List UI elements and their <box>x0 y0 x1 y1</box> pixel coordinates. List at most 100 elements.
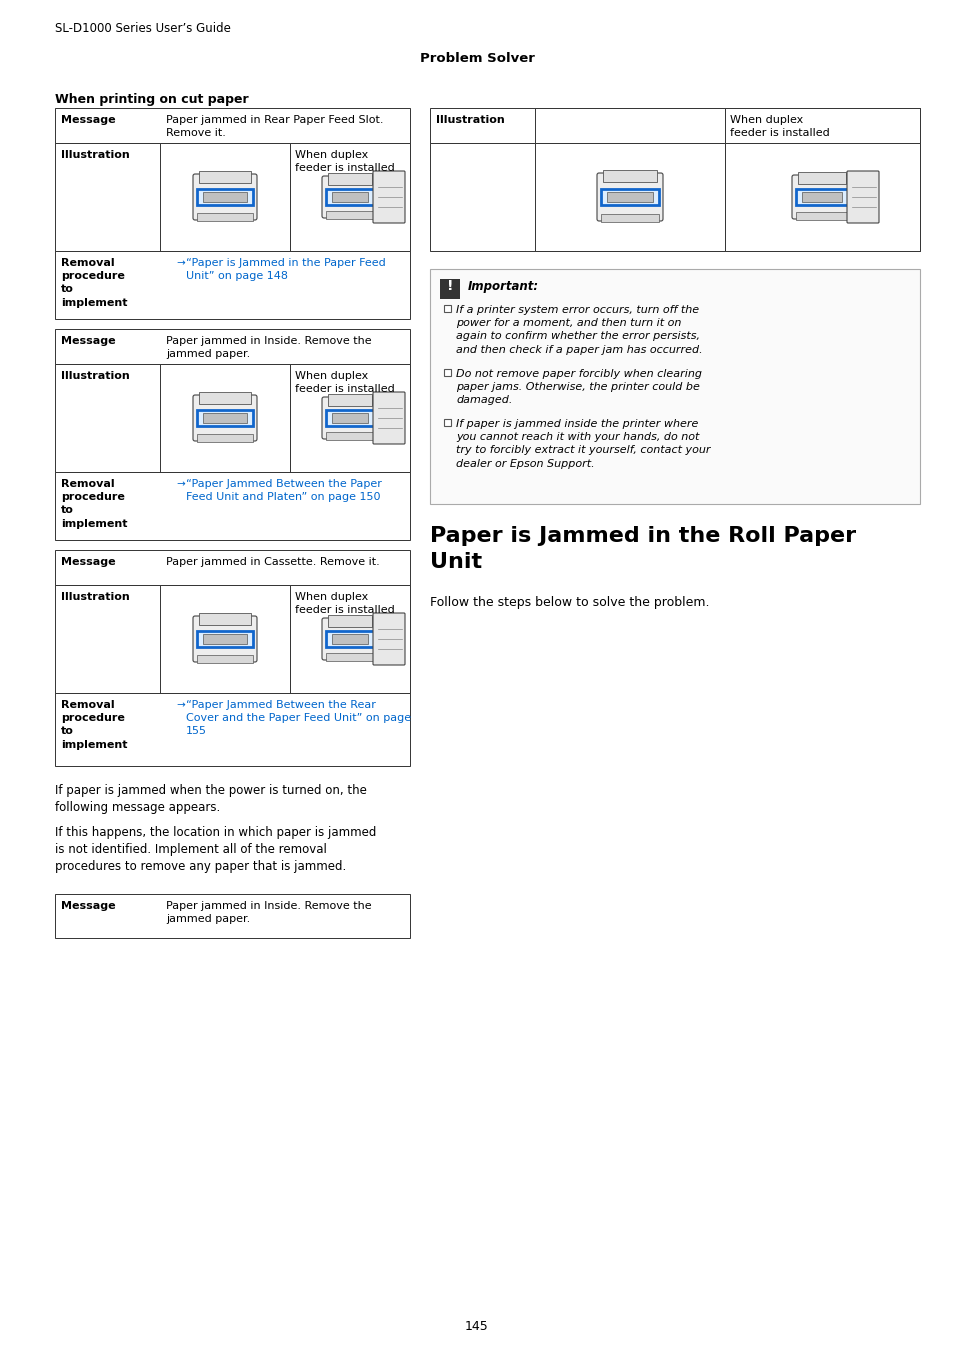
Text: If paper is jammed when the power is turned on, the
following message appears.: If paper is jammed when the power is tur… <box>55 784 367 814</box>
Text: →: → <box>175 258 185 269</box>
Text: Illustration: Illustration <box>61 593 130 602</box>
FancyBboxPatch shape <box>373 613 405 666</box>
Bar <box>328 394 372 406</box>
Text: If paper is jammed inside the printer where
you cannot reach it with your hands,: If paper is jammed inside the printer wh… <box>456 418 710 468</box>
Bar <box>602 170 657 182</box>
Bar <box>326 410 374 427</box>
Bar <box>55 585 410 693</box>
Text: Paper jammed in Inside. Remove the
jammed paper.: Paper jammed in Inside. Remove the jamme… <box>166 900 372 925</box>
Bar <box>439 279 459 298</box>
Bar <box>795 212 847 220</box>
Bar <box>196 410 253 427</box>
Text: “Paper Jammed Between the Rear
Cover and the Paper Feed Unit” on page
155: “Paper Jammed Between the Rear Cover and… <box>186 701 411 736</box>
Text: Paper jammed in Cassette. Remove it.: Paper jammed in Cassette. Remove it. <box>166 558 379 567</box>
Text: Follow the steps below to solve the problem.: Follow the steps below to solve the prob… <box>430 595 709 609</box>
Bar <box>326 630 374 647</box>
Bar <box>443 305 451 312</box>
Text: Important:: Important: <box>468 279 538 293</box>
Text: Removal
procedure
to
implement: Removal procedure to implement <box>61 479 128 529</box>
Text: Removal
procedure
to
implement: Removal procedure to implement <box>61 701 128 749</box>
Bar <box>290 143 410 251</box>
Text: When duplex
feeder is installed: When duplex feeder is installed <box>294 150 395 173</box>
Text: When duplex
feeder is installed: When duplex feeder is installed <box>294 593 395 616</box>
FancyBboxPatch shape <box>193 616 256 662</box>
Bar <box>203 413 247 423</box>
Bar <box>199 392 251 404</box>
FancyBboxPatch shape <box>373 171 405 223</box>
Bar <box>535 143 724 251</box>
Bar <box>55 549 410 585</box>
Text: Message: Message <box>61 558 115 567</box>
Bar <box>332 634 368 644</box>
Text: Paper is Jammed in the Roll Paper
Unit: Paper is Jammed in the Roll Paper Unit <box>430 526 855 572</box>
Bar <box>443 418 451 427</box>
Bar <box>326 189 374 205</box>
Bar <box>55 251 410 319</box>
Text: Illustration: Illustration <box>436 115 504 126</box>
Text: →: → <box>175 701 185 710</box>
Bar <box>55 143 410 251</box>
Bar <box>290 585 410 693</box>
FancyBboxPatch shape <box>597 173 662 221</box>
FancyBboxPatch shape <box>193 174 256 220</box>
Text: !: ! <box>446 279 453 293</box>
Bar <box>203 634 247 644</box>
Bar <box>160 143 290 251</box>
Bar <box>55 329 410 364</box>
Bar <box>55 108 410 143</box>
Bar <box>606 192 652 202</box>
Bar <box>55 472 410 540</box>
Bar <box>724 143 919 251</box>
Text: When duplex
feeder is installed: When duplex feeder is installed <box>294 371 395 394</box>
Bar <box>328 616 372 626</box>
Bar <box>55 693 410 765</box>
FancyBboxPatch shape <box>791 176 851 219</box>
Bar <box>203 192 247 202</box>
Text: When duplex
feeder is installed: When duplex feeder is installed <box>729 115 829 138</box>
Text: If a printer system error occurs, turn off the
power for a moment, and then turn: If a printer system error occurs, turn o… <box>456 305 702 355</box>
Bar <box>160 364 290 472</box>
Text: “Paper is Jammed in the Paper Feed
Unit” on page 148: “Paper is Jammed in the Paper Feed Unit”… <box>186 258 385 281</box>
Bar <box>196 213 253 221</box>
Text: Paper jammed in Inside. Remove the
jammed paper.: Paper jammed in Inside. Remove the jamme… <box>166 336 372 359</box>
Bar <box>196 630 253 647</box>
Bar <box>199 171 251 184</box>
Text: If this happens, the location in which paper is jammed
is not identified. Implem: If this happens, the location in which p… <box>55 826 376 873</box>
Bar <box>801 192 841 202</box>
Text: SL-D1000 Series User’s Guide: SL-D1000 Series User’s Guide <box>55 22 231 35</box>
Text: When printing on cut paper: When printing on cut paper <box>55 93 249 107</box>
Bar <box>724 108 919 143</box>
Bar <box>430 143 919 251</box>
FancyBboxPatch shape <box>322 397 377 439</box>
Bar <box>332 192 368 202</box>
Bar <box>55 894 410 938</box>
Bar <box>290 364 410 472</box>
Text: 145: 145 <box>465 1320 488 1332</box>
Bar <box>797 171 845 184</box>
FancyBboxPatch shape <box>846 171 878 223</box>
Bar <box>326 211 374 219</box>
Text: Removal
procedure
to
implement: Removal procedure to implement <box>61 258 128 308</box>
Bar <box>535 108 724 143</box>
Bar <box>55 364 410 472</box>
Bar <box>600 215 659 221</box>
Bar <box>332 413 368 423</box>
Text: Message: Message <box>61 900 115 911</box>
Text: Message: Message <box>61 115 115 126</box>
Bar <box>196 189 253 205</box>
Text: Illustration: Illustration <box>61 371 130 381</box>
Bar <box>199 613 251 625</box>
FancyBboxPatch shape <box>322 618 377 660</box>
Bar <box>430 108 919 143</box>
FancyBboxPatch shape <box>322 176 377 217</box>
Bar <box>600 189 659 205</box>
Text: Problem Solver: Problem Solver <box>419 53 534 65</box>
Bar <box>196 433 253 441</box>
Bar <box>196 655 253 663</box>
Text: Paper jammed in Rear Paper Feed Slot.
Remove it.: Paper jammed in Rear Paper Feed Slot. Re… <box>166 115 383 138</box>
Bar <box>795 189 847 205</box>
Bar <box>326 432 374 440</box>
Bar <box>430 269 919 504</box>
FancyBboxPatch shape <box>373 392 405 444</box>
Bar <box>326 653 374 662</box>
